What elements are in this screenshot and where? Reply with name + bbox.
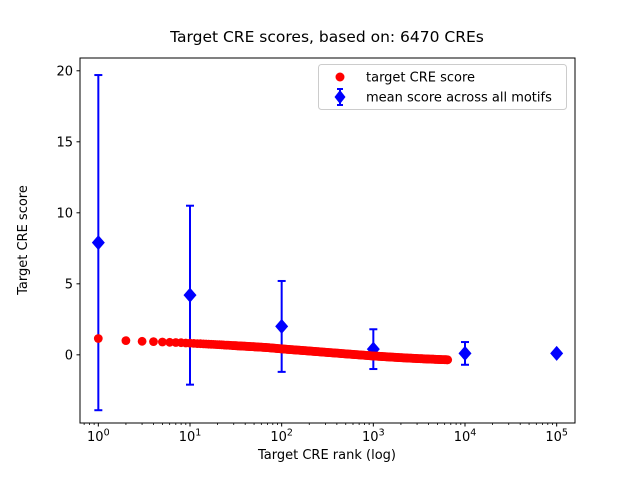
scatter-dot <box>149 337 158 346</box>
x-tick-label: 101 <box>179 428 202 446</box>
x-tick-label: 102 <box>270 428 293 446</box>
target-cre-score-series <box>93 334 453 365</box>
y-tick-label: 0 <box>65 348 73 363</box>
legend-box <box>318 64 567 110</box>
legend-circle-glyph <box>335 72 345 82</box>
legend-label-mean-score: mean score across all motifs <box>366 91 552 106</box>
y-tick-label: 10 <box>56 206 73 221</box>
chart-title: Target CRE scores, based on: 6470 CREs <box>169 28 484 46</box>
x-axis-ticks: 100 101 102 103 104 105 <box>83 423 568 446</box>
x-tick-label: 104 <box>454 428 477 446</box>
scatter-dot <box>443 355 453 365</box>
scatter-dot <box>158 337 167 347</box>
legend-label-target-cre-score: target CRE score <box>366 71 475 86</box>
y-axis-ticks: 0 5 10 15 20 <box>56 64 80 363</box>
scatter-dot <box>93 334 103 343</box>
legend-marker-circle <box>335 72 345 82</box>
y-tick-label: 20 <box>56 64 73 79</box>
diamond-marker <box>550 345 564 361</box>
legend-marker-diamond-errorbar <box>334 88 346 106</box>
diamond-marker <box>458 345 472 361</box>
x-axis-label: Target CRE rank (log) <box>257 448 396 463</box>
y-tick-label: 5 <box>65 277 73 292</box>
mean-score-errorbar-series <box>91 74 564 412</box>
plot-border <box>79 57 576 424</box>
scatter-dot <box>121 336 131 345</box>
diamond-marker <box>91 235 105 251</box>
y-tick-label: 15 <box>56 135 73 150</box>
y-axis-label: Target CRE score <box>16 185 31 296</box>
x-tick-label: 105 <box>545 428 568 446</box>
diamond-marker <box>275 318 289 334</box>
scatter-dot <box>137 336 147 346</box>
legend-diamond-glyph <box>334 90 346 104</box>
legend: target CRE score mean score across all m… <box>318 64 567 110</box>
x-tick-label: 103 <box>362 428 385 446</box>
x-tick-label: 100 <box>87 428 110 446</box>
diamond-marker <box>183 287 197 303</box>
